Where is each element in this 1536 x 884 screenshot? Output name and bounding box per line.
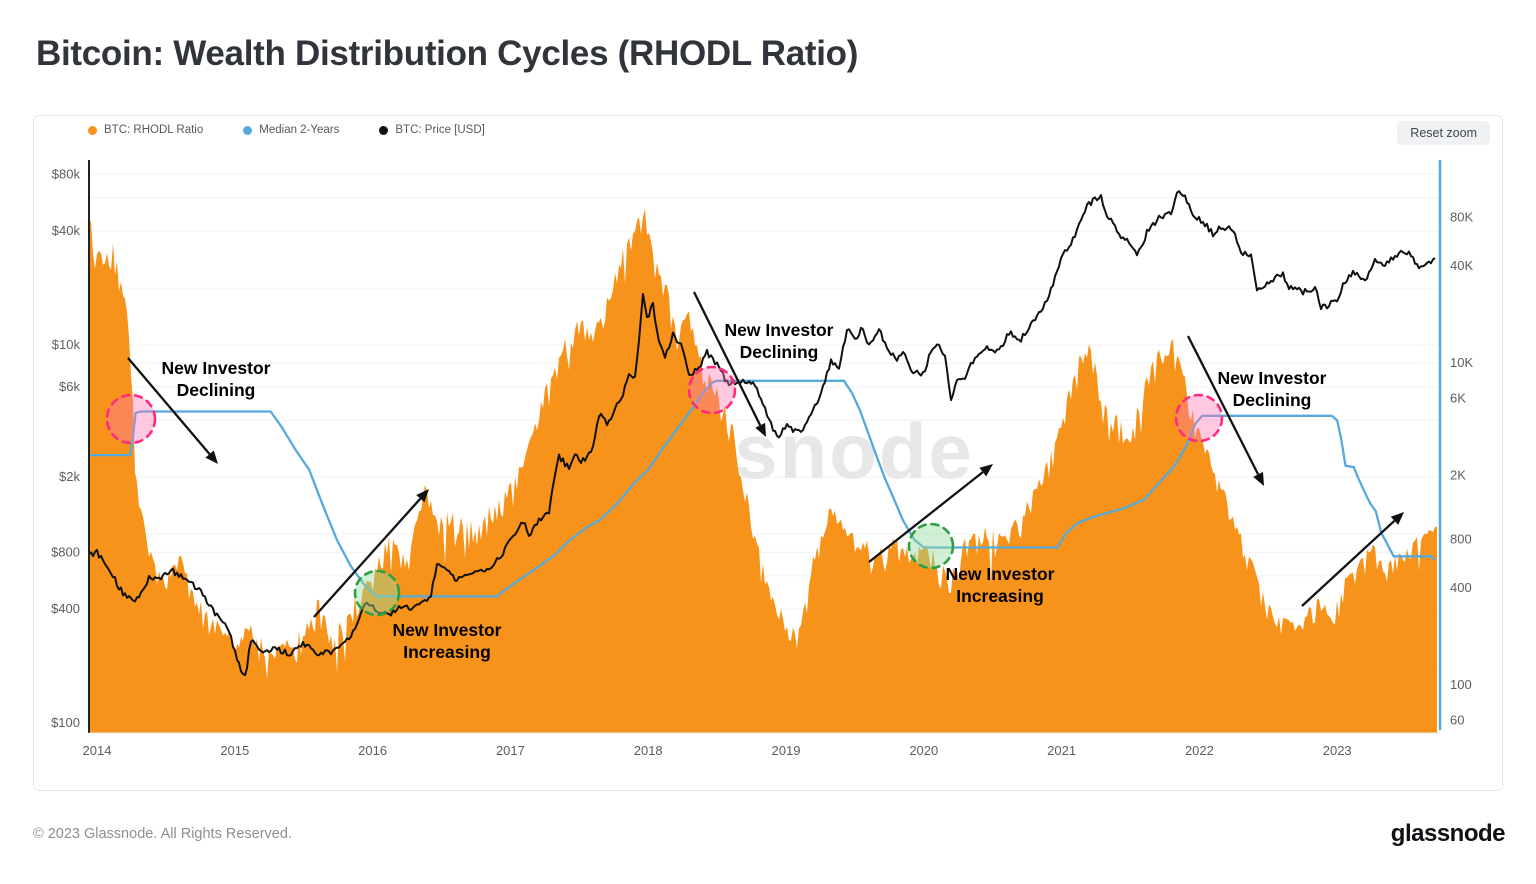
copyright-text: © 2023 Glassnode. All Rights Reserved. <box>33 826 292 842</box>
legend-label: BTC: RHODL Ratio <box>104 124 204 136</box>
chart-card <box>33 115 1503 791</box>
chart-legend: BTC: RHODL Ratio Median 2-Years BTC: Price… <box>88 124 485 136</box>
legend-item-btc-price-usd[interactable]: BTC: Price [USD] <box>379 124 485 136</box>
legend-label: Median 2-Years <box>259 124 340 136</box>
page-title: Bitcoin: Wealth Distribution Cycles (RHO… <box>36 34 859 73</box>
legend-label: BTC: Price [USD] <box>395 124 485 136</box>
glassnode-logo: glassnode <box>1390 820 1506 847</box>
legend-item-btc-rhodl-ratio[interactable]: BTC: RHODL Ratio <box>88 124 203 136</box>
legend-dot-btc-rhodl-ratio <box>88 125 97 135</box>
legend-dot-median-2-years <box>243 125 253 135</box>
legend-dot-btc-price-usd <box>379 125 389 135</box>
reset-zoom-button[interactable]: Reset zoom <box>1397 121 1490 145</box>
legend-item-median-2-years[interactable]: Median 2-Years <box>243 124 339 136</box>
footer: © 2023 Glassnode. All Rights Reserved. g… <box>33 820 1506 848</box>
